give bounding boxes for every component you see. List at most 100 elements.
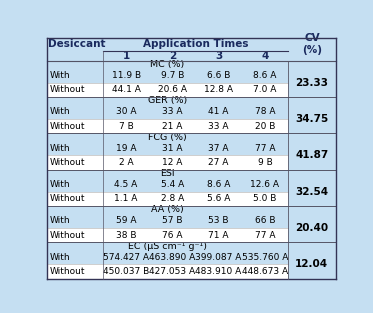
Text: 11.9 B: 11.9 B (112, 71, 141, 80)
Text: 12.6 A: 12.6 A (250, 180, 279, 189)
Text: With: With (50, 71, 70, 80)
Bar (47, 69, 288, 83)
Text: 2 A: 2 A (119, 158, 134, 167)
Text: 31 A: 31 A (162, 144, 183, 153)
Text: 41 A: 41 A (209, 107, 229, 116)
Text: 8.6 A: 8.6 A (253, 71, 276, 80)
Text: 33 A: 33 A (209, 122, 229, 131)
Bar (288, 177, 336, 206)
Text: 34.75: 34.75 (295, 114, 329, 124)
Text: 483.910 A: 483.910 A (195, 267, 242, 276)
Text: 44.1 A: 44.1 A (112, 85, 141, 94)
Text: 7.0 A: 7.0 A (253, 85, 276, 94)
Text: 20.6 A: 20.6 A (158, 85, 187, 94)
Text: 9.7 B: 9.7 B (161, 71, 184, 80)
Text: 37 A: 37 A (209, 144, 229, 153)
Text: 1.1 A: 1.1 A (115, 194, 138, 203)
Text: With: With (50, 253, 70, 262)
Bar (47, 119, 288, 133)
Text: 12.04: 12.04 (295, 259, 328, 269)
Text: 8.6 A: 8.6 A (207, 180, 230, 189)
Text: With: With (50, 180, 70, 189)
Text: 12.8 A: 12.8 A (204, 85, 233, 94)
Bar (288, 214, 336, 242)
Text: 5.6 A: 5.6 A (207, 194, 230, 203)
Bar (47, 228, 288, 242)
Text: Without: Without (50, 267, 85, 276)
Text: 7 B: 7 B (119, 122, 134, 131)
Text: 4.5 A: 4.5 A (115, 180, 138, 189)
Bar (47, 177, 288, 192)
Bar (47, 192, 288, 206)
Text: 2.8 A: 2.8 A (161, 194, 184, 203)
Text: CV
(%): CV (%) (302, 33, 322, 55)
Bar (47, 50, 336, 60)
Text: 2: 2 (169, 50, 176, 60)
Text: Without: Without (50, 158, 85, 167)
Text: GER (%): GER (%) (148, 96, 187, 105)
Text: EC (μS cm⁻¹ g⁻¹): EC (μS cm⁻¹ g⁻¹) (128, 242, 207, 251)
Text: 3: 3 (215, 50, 222, 60)
Text: Without: Without (50, 231, 85, 240)
Text: 76 A: 76 A (162, 231, 183, 240)
Bar (47, 170, 336, 177)
Bar (47, 141, 288, 155)
Text: FCG (%): FCG (%) (148, 133, 187, 142)
Text: 78 A: 78 A (255, 107, 275, 116)
Bar (288, 141, 336, 170)
Bar (47, 206, 336, 214)
Text: 20.40: 20.40 (295, 223, 328, 233)
Text: 27 A: 27 A (209, 158, 229, 167)
Text: 574.427 A: 574.427 A (103, 253, 149, 262)
Bar (103, 38, 288, 50)
Text: 1: 1 (122, 50, 130, 60)
Text: 38 B: 38 B (116, 231, 137, 240)
Bar (288, 105, 336, 133)
Bar (47, 264, 288, 279)
Text: 9 B: 9 B (257, 158, 272, 167)
Text: 77 A: 77 A (255, 231, 275, 240)
Bar (47, 155, 288, 170)
Text: 21 A: 21 A (162, 122, 182, 131)
Text: Without: Without (50, 85, 85, 94)
Text: 77 A: 77 A (255, 144, 275, 153)
Text: 57 B: 57 B (162, 216, 183, 225)
Bar (47, 250, 288, 264)
Bar (47, 60, 336, 69)
Bar (47, 133, 336, 141)
Bar (47, 97, 336, 105)
Text: With: With (50, 216, 70, 225)
Text: 463.890 A: 463.890 A (149, 253, 195, 262)
Text: 450.037 B: 450.037 B (103, 267, 149, 276)
Text: ESI: ESI (160, 169, 175, 178)
Text: 30 A: 30 A (116, 107, 137, 116)
Text: 4: 4 (261, 50, 269, 60)
Bar (288, 250, 336, 279)
Text: With: With (50, 107, 70, 116)
Text: Without: Without (50, 122, 85, 131)
Text: 32.54: 32.54 (295, 187, 328, 197)
Text: 66 B: 66 B (255, 216, 275, 225)
Text: Desiccant: Desiccant (48, 39, 106, 49)
Bar (47, 105, 288, 119)
Text: 427.053 A: 427.053 A (149, 267, 195, 276)
Text: AA (%): AA (%) (151, 205, 184, 214)
Text: Application Times: Application Times (143, 39, 248, 49)
Bar (288, 38, 336, 50)
Bar (47, 38, 336, 50)
Bar (47, 83, 288, 97)
Text: 12 A: 12 A (162, 158, 182, 167)
Text: 20 B: 20 B (255, 122, 275, 131)
Text: 19 A: 19 A (116, 144, 137, 153)
Text: 41.87: 41.87 (295, 150, 329, 160)
Bar (47, 242, 336, 250)
Text: 448.673 A: 448.673 A (242, 267, 288, 276)
Text: 5.4 A: 5.4 A (161, 180, 184, 189)
Text: 5.0 B: 5.0 B (253, 194, 276, 203)
Text: With: With (50, 144, 70, 153)
Text: 6.6 B: 6.6 B (207, 71, 230, 80)
Text: 33 A: 33 A (162, 107, 183, 116)
Text: 59 A: 59 A (116, 216, 137, 225)
Text: 53 B: 53 B (209, 216, 229, 225)
Text: MC (%): MC (%) (150, 60, 184, 69)
